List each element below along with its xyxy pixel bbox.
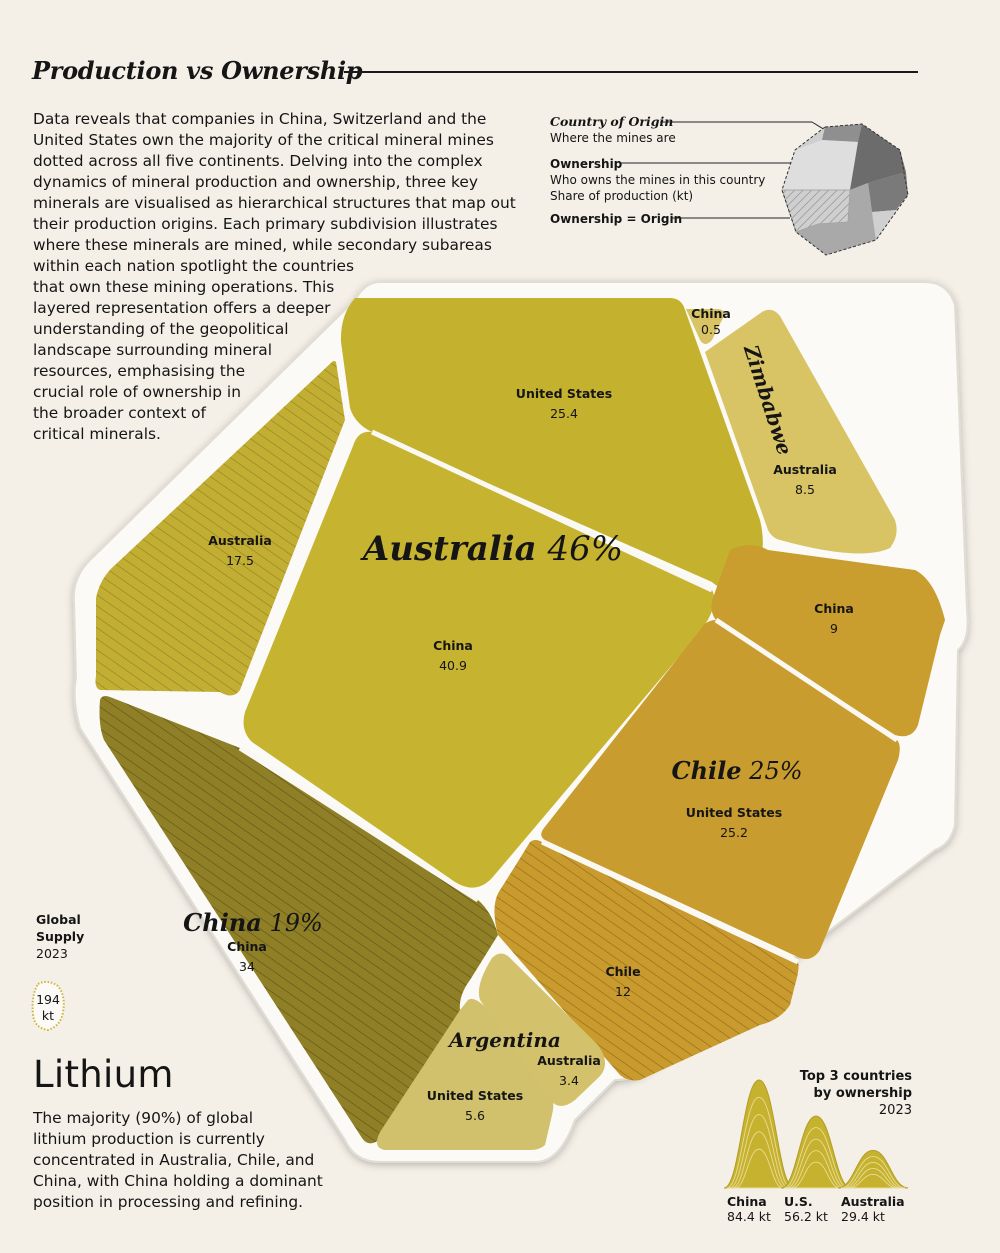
description-line: position in processing and refining. (33, 1193, 304, 1211)
global-supply-value: 194 kt (36, 992, 60, 1023)
intro-line: critical minerals. (33, 425, 161, 443)
page-title: Production vs Ownership (32, 56, 363, 85)
title-rule (344, 71, 918, 73)
owner-label-chile-us: United States 25.2 (685, 805, 783, 840)
legend-ownership-title: Ownership (550, 157, 623, 171)
intro-line: dynamics of mineral production and owner… (33, 173, 478, 191)
owner-label-zimbabwe-australia: Australia 8.5 (773, 462, 837, 497)
top3-ridge-2 (843, 1161, 903, 1189)
origin-share-chile: 25% (749, 757, 803, 785)
description-line: concentrated in Australia, Chile, and (33, 1151, 315, 1169)
top3-ridge-0 (732, 1131, 786, 1189)
origin-label-china: China 19% (183, 908, 323, 937)
top3-ridge-0 (723, 1079, 795, 1189)
top3-ridge-2 (849, 1174, 897, 1189)
owner-label-argentina-us: United States 5.6 (426, 1088, 524, 1123)
legend-cell-f (796, 183, 876, 255)
top3-label-1: U.S. 56.2 kt (784, 1194, 828, 1224)
origin-label-chile: Chile 25% (671, 756, 803, 785)
cell-australia-china (243, 431, 715, 888)
top3-chart (723, 1079, 909, 1189)
intro-line: Data reveals that companies in China, Sw… (33, 110, 487, 128)
owner-label-china-china: China 34 (227, 939, 267, 974)
intro-line: crucial role of ownership in (33, 383, 241, 401)
intro-line: minerals are visualised as hierarchical … (33, 194, 516, 212)
owner-label-chile-chile: Chile 12 (605, 964, 641, 999)
cell-australia-australia (95, 361, 345, 696)
origin-label-argentina: Argentina (449, 1028, 561, 1052)
legend-cell-c (850, 124, 906, 190)
origin-label-australia: Australia 46% (362, 529, 624, 569)
top3-label-2: Australia 29.4 kt (841, 1194, 905, 1224)
global-supply-badge (31, 980, 65, 1032)
cell-zimbabwe-china (686, 309, 725, 344)
owner-label-argentina-australia: Australia 3.4 (537, 1053, 601, 1088)
cell-chile-china (711, 545, 945, 737)
top3-ridge-0 (735, 1148, 783, 1189)
top3-ridge-2 (840, 1155, 906, 1189)
description-line: The majority (90%) of global (33, 1109, 254, 1127)
top3-ridge-1 (780, 1115, 852, 1189)
legend-origin-title: Country of Origin (550, 114, 674, 129)
origin-share-australia: 46% (547, 529, 624, 569)
legend-ownership-sub2: Share of production (kt) (550, 189, 694, 203)
cell-chile-us (541, 620, 900, 959)
legend-cell-d (868, 172, 908, 212)
intro-line: dotted across all five continents. Delvi… (33, 152, 483, 170)
intro-line: where these minerals are mined, while se… (33, 236, 492, 254)
origin-share-china: 19% (269, 909, 323, 937)
owner-label-australia-china: China 40.9 (433, 638, 473, 673)
top3-ridge-1 (789, 1150, 843, 1189)
top3-ridge-0 (726, 1096, 792, 1189)
intro-text: Data reveals that companies in China, Sw… (33, 109, 516, 445)
owner-label-zimbabwe-china: China 0.5 (691, 306, 731, 337)
cell-argentina-australia (478, 953, 605, 1106)
global-supply-label: Global Supply 2023 (36, 912, 85, 961)
cell-chile-chile (494, 840, 799, 1081)
top3-ridge-1 (792, 1161, 840, 1189)
legend-cell-g (872, 210, 896, 240)
legend-cell-a (822, 124, 862, 142)
legend-cell-b (782, 140, 858, 190)
intro-line: resources, emphasising the (33, 362, 246, 380)
top3-ridge-0 (729, 1114, 789, 1189)
intro-line: the broader context of (33, 404, 206, 422)
cell-australia-us (340, 298, 763, 590)
top3-label-0: China 84.4 kt (727, 1194, 771, 1224)
owner-label-australia-australia: Australia 17.5 (208, 533, 272, 568)
mineral-description: The majority (90%) of global lithium prod… (33, 1108, 333, 1213)
cell-argentina-us (376, 998, 554, 1150)
intro-line: understanding of the geopolitical (33, 320, 289, 338)
intro-line: landscape surrounding mineral (33, 341, 273, 359)
intro-line: that own these mining operations. This (33, 278, 335, 296)
intro-line: their production origins. Each primary s… (33, 215, 498, 233)
cell-china-china (99, 696, 498, 1144)
description-line: China, with China holding a dominant (33, 1172, 323, 1190)
top3-ridge-2 (846, 1167, 900, 1189)
legend-origin-sub: Where the mines are (550, 131, 676, 145)
cell-zimbabwe-australia (705, 309, 897, 554)
owner-label-chile-china: China 9 (814, 601, 854, 636)
cell-borders (238, 429, 899, 965)
legend-ownership-sub1: Who owns the mines in this country (550, 173, 766, 187)
mineral-title: Lithium (33, 1053, 174, 1096)
top3-ridge-1 (786, 1138, 846, 1189)
description-line: lithium production is currently (33, 1130, 265, 1148)
intro-line: United States own the majority of the cr… (33, 131, 494, 149)
owner-label-australia-us: United States 25.4 (515, 386, 613, 421)
intro-line: within each nation spotlight the countri… (33, 257, 355, 275)
legend-equal-title: Ownership = Origin (550, 212, 683, 226)
intro-line: layered representation offers a deeper (33, 299, 331, 317)
top3-ridge-1 (783, 1127, 849, 1189)
top3-ridge-2 (837, 1149, 909, 1189)
top3-title: Top 3 countries by ownership 2023 (799, 1069, 912, 1118)
